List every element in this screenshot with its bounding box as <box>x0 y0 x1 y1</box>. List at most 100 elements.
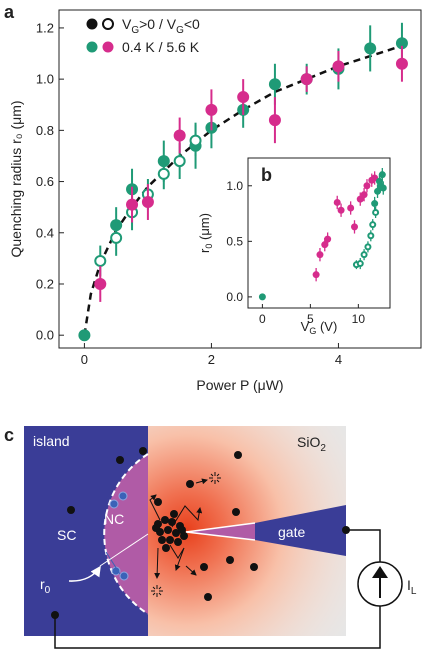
electron <box>226 556 234 564</box>
nc-label: NC <box>104 511 124 527</box>
r0-radius <box>99 533 149 567</box>
island-label: island <box>33 433 70 449</box>
data-point <box>141 196 154 209</box>
data-point-open <box>372 208 380 216</box>
r0-label: r0 <box>40 576 51 596</box>
sc-label: SC <box>57 527 76 543</box>
data-point-open <box>189 134 202 147</box>
data-point <box>395 57 408 70</box>
data-point <box>312 271 320 279</box>
data-point <box>395 37 408 50</box>
data-point-open <box>94 254 107 267</box>
electron <box>250 563 258 571</box>
electron-cluster <box>152 510 188 552</box>
chart-a: 0 2 4 0.0 0.2 0.4 0.6 0.8 1.0 1.2 Power P (μW) Qu… <box>8 9 422 393</box>
gate-electrode <box>255 505 346 556</box>
data-point <box>321 241 329 249</box>
chart-b: b 0 5 10 0.0 0.5 1.0 VG (V) r0 (μm) <box>197 157 391 336</box>
chart-b-xlabel: VG (V) <box>301 319 338 336</box>
data-point <box>371 200 379 208</box>
data-point-open <box>110 231 123 244</box>
circuit-wire <box>54 529 381 649</box>
electron <box>200 563 208 571</box>
chart-a-points <box>78 22 408 342</box>
current-label: IL <box>407 577 417 597</box>
data-point <box>173 129 186 142</box>
data-point <box>360 191 368 199</box>
electron <box>232 508 240 516</box>
electron <box>170 510 178 518</box>
chart-a-ticks: 0 2 4 0.0 0.2 0.4 0.6 0.8 1.0 1.2 <box>36 20 342 367</box>
chart-a-ylabel: Quenching radius r₀ (μm) <box>8 100 24 257</box>
electron <box>67 506 75 514</box>
y-tick-label: 1.0 <box>226 179 243 193</box>
data-point <box>268 78 281 91</box>
y-tick-label: 1.2 <box>36 20 54 35</box>
burst-icon <box>151 472 221 597</box>
electron <box>116 456 124 464</box>
data-point <box>258 293 266 301</box>
panel-label-b: b <box>261 165 272 185</box>
scattered-electrons <box>67 447 258 601</box>
gate-contact <box>342 526 350 534</box>
schematic: island SiO2 SC NC r0 gate IL <box>24 426 417 649</box>
electron <box>139 447 147 455</box>
data-point <box>237 91 250 104</box>
y-tick-label: 0.0 <box>36 328 54 343</box>
x-tick-label: 10 <box>352 312 366 326</box>
x-tick-label: 0 <box>81 352 88 367</box>
cooper-pairs <box>105 491 129 581</box>
data-point <box>337 206 345 214</box>
data-point <box>378 171 386 179</box>
chart-b-ticks: 0 5 10 0.0 0.5 1.0 <box>226 179 365 326</box>
data-point <box>316 251 324 259</box>
y-tick-label: 0.5 <box>226 235 243 249</box>
data-point <box>364 42 377 55</box>
electron <box>186 480 194 488</box>
data-point <box>78 329 91 342</box>
electron <box>166 536 174 544</box>
y-tick-label: 0.2 <box>36 277 54 292</box>
y-tick-label: 0.0 <box>226 290 243 304</box>
electron <box>204 593 212 601</box>
panel-label-a: a <box>4 2 15 22</box>
x-tick-label: 0 <box>259 312 266 326</box>
electron <box>164 526 172 534</box>
data-point <box>333 198 341 206</box>
data-point <box>300 73 313 86</box>
data-point <box>379 184 387 192</box>
data-point-open <box>356 260 364 268</box>
electron <box>178 526 186 534</box>
legend-item-vg: VG>0 / VG<0 <box>122 16 200 36</box>
legend-green-marker <box>86 41 98 53</box>
data-point <box>363 182 371 190</box>
panel-label-c: c <box>4 425 14 445</box>
sio2-label: SiO2 <box>297 434 326 454</box>
chart-b-points <box>258 168 387 301</box>
y-tick-label: 0.8 <box>36 123 54 138</box>
electron <box>174 538 182 546</box>
data-point-open <box>360 251 368 259</box>
trajectories <box>149 478 208 579</box>
data-point-open <box>364 243 372 251</box>
data-point <box>324 235 332 243</box>
x-tick-label: 2 <box>208 352 215 367</box>
data-point <box>94 277 107 290</box>
y-tick-label: 1.0 <box>36 72 54 87</box>
data-point <box>332 60 345 73</box>
gate-label: gate <box>278 524 305 540</box>
chart-a-xlabel: Power P (μW) <box>196 377 283 393</box>
chart-a-frame <box>58 9 422 349</box>
electron <box>234 451 242 459</box>
nc-boundary <box>103 453 149 615</box>
r0-arrow <box>68 565 101 582</box>
data-point <box>347 204 355 212</box>
data-point <box>268 114 281 127</box>
chart-b-ylabel: r0 (μm) <box>197 213 214 253</box>
y-tick-label: 0.6 <box>36 174 54 189</box>
electron <box>162 544 170 552</box>
chart-a-legend: VG>0 / VG<0 0.4 K / 5.6 K <box>86 16 200 55</box>
electron <box>152 524 160 532</box>
legend-filled-black-marker <box>86 18 98 30</box>
